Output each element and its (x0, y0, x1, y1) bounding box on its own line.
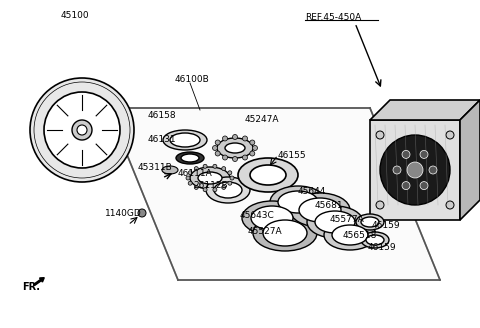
Circle shape (446, 201, 454, 209)
Circle shape (213, 146, 217, 151)
Circle shape (203, 164, 207, 168)
Ellipse shape (163, 130, 207, 150)
Ellipse shape (44, 92, 120, 168)
Circle shape (380, 135, 450, 205)
Bar (370, 120, 460, 220)
Ellipse shape (361, 232, 389, 248)
Ellipse shape (356, 214, 384, 230)
Text: 26112B: 26112B (193, 181, 228, 191)
Circle shape (376, 201, 384, 209)
Circle shape (186, 176, 190, 180)
Circle shape (242, 136, 248, 141)
Text: 46155: 46155 (278, 152, 307, 160)
Ellipse shape (315, 211, 355, 233)
Circle shape (429, 166, 437, 174)
Circle shape (446, 131, 454, 139)
Text: FR.: FR. (22, 282, 40, 292)
Ellipse shape (250, 165, 286, 185)
Ellipse shape (332, 225, 368, 245)
FancyArrow shape (34, 278, 44, 286)
Circle shape (393, 166, 401, 174)
Ellipse shape (214, 182, 242, 198)
Ellipse shape (251, 206, 293, 230)
Text: 46159: 46159 (372, 221, 401, 231)
Polygon shape (108, 108, 440, 280)
Circle shape (242, 155, 248, 160)
Circle shape (407, 162, 423, 178)
Ellipse shape (324, 220, 376, 250)
Text: 46111A: 46111A (178, 169, 213, 177)
Circle shape (222, 167, 226, 171)
Circle shape (138, 209, 146, 217)
Text: 46158: 46158 (148, 111, 177, 119)
Circle shape (188, 181, 192, 185)
Polygon shape (460, 100, 480, 220)
Ellipse shape (72, 120, 92, 140)
Circle shape (376, 131, 384, 139)
Circle shape (250, 151, 255, 156)
Ellipse shape (176, 152, 204, 164)
Text: 45247A: 45247A (245, 115, 279, 125)
Text: 45643C: 45643C (240, 212, 275, 220)
Ellipse shape (307, 206, 363, 238)
Circle shape (232, 156, 238, 161)
Circle shape (194, 167, 198, 171)
Circle shape (222, 185, 226, 189)
Text: 45311B: 45311B (138, 163, 173, 173)
Text: 45644: 45644 (298, 187, 326, 195)
Ellipse shape (162, 166, 178, 174)
Circle shape (402, 151, 410, 158)
Text: 45681: 45681 (315, 201, 344, 211)
Circle shape (232, 134, 238, 139)
Circle shape (420, 151, 428, 158)
Ellipse shape (190, 167, 230, 189)
Text: 1140GD: 1140GD (105, 209, 142, 217)
Ellipse shape (30, 78, 134, 182)
Circle shape (420, 182, 428, 190)
Circle shape (223, 155, 228, 160)
Circle shape (215, 140, 220, 145)
Ellipse shape (181, 154, 199, 162)
Ellipse shape (206, 177, 250, 203)
Ellipse shape (238, 158, 298, 192)
Ellipse shape (299, 198, 341, 222)
Ellipse shape (270, 186, 326, 218)
Ellipse shape (242, 201, 302, 235)
Ellipse shape (366, 235, 384, 245)
Ellipse shape (290, 193, 350, 227)
Text: REF.45-450A: REF.45-450A (305, 13, 361, 23)
Ellipse shape (198, 172, 222, 184)
Circle shape (213, 188, 217, 192)
Circle shape (194, 185, 198, 189)
Circle shape (223, 136, 228, 141)
Ellipse shape (361, 217, 379, 227)
Ellipse shape (170, 133, 200, 147)
Circle shape (213, 164, 217, 168)
Circle shape (230, 176, 234, 180)
Text: 45100: 45100 (60, 11, 89, 20)
Text: 46100B: 46100B (175, 75, 210, 85)
Text: 46131: 46131 (148, 135, 177, 145)
Circle shape (215, 151, 220, 156)
Circle shape (203, 188, 207, 192)
Ellipse shape (253, 215, 317, 251)
Text: 45527A: 45527A (248, 227, 283, 236)
Ellipse shape (77, 125, 87, 135)
Text: 45577A: 45577A (330, 215, 365, 224)
Text: 456518: 456518 (343, 231, 377, 239)
Circle shape (228, 181, 232, 185)
Circle shape (228, 171, 232, 175)
Circle shape (188, 171, 192, 175)
Text: 46159: 46159 (368, 243, 396, 253)
Circle shape (252, 146, 257, 151)
Ellipse shape (217, 138, 253, 158)
Ellipse shape (263, 220, 307, 246)
Polygon shape (370, 100, 480, 120)
Circle shape (402, 182, 410, 190)
Ellipse shape (278, 191, 318, 213)
Ellipse shape (225, 143, 245, 153)
Circle shape (250, 140, 255, 145)
